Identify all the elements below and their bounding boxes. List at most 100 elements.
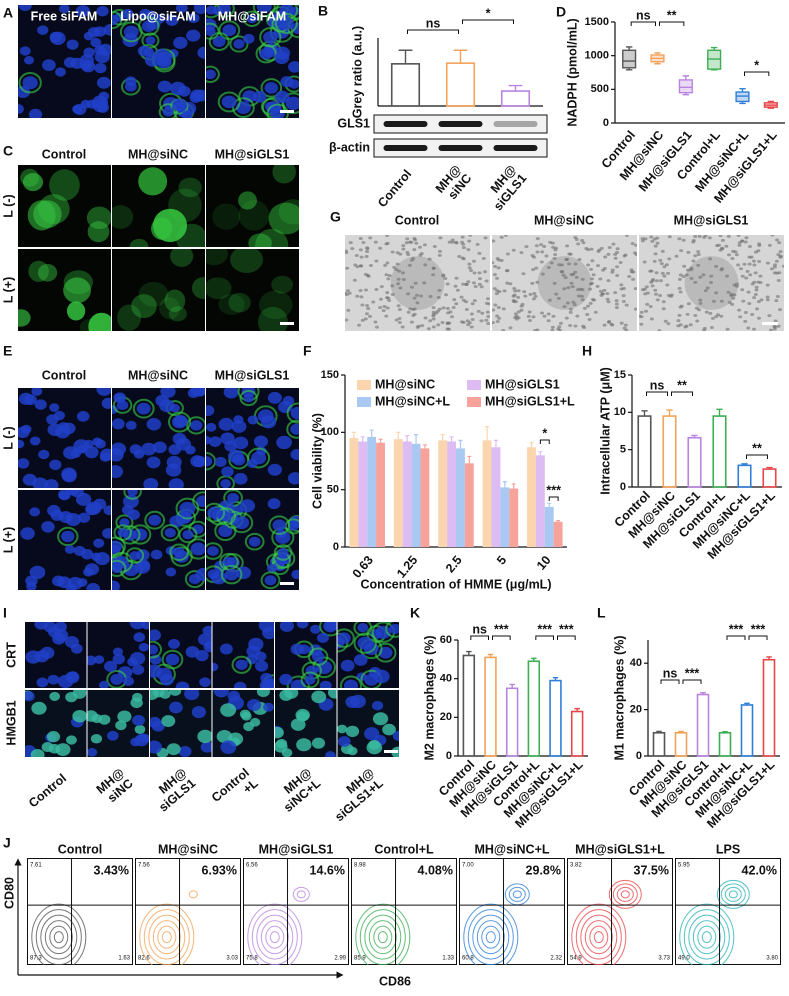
nucleus (122, 8, 134, 19)
contour (584, 920, 613, 955)
cell (593, 310, 598, 314)
cell (703, 235, 708, 238)
quadrant-value: 60.8 (462, 956, 474, 962)
nucleus (84, 446, 99, 459)
cell (741, 299, 746, 303)
nucleus (26, 581, 37, 590)
nucleus (77, 578, 88, 587)
y-tick-label: 40 (440, 673, 452, 685)
cell (524, 245, 529, 249)
contour (485, 931, 496, 944)
cell (464, 300, 469, 304)
cell (400, 325, 405, 329)
cell (772, 327, 777, 331)
membrane-stain (112, 559, 127, 577)
membrane-stain (231, 655, 252, 674)
cell (601, 268, 606, 272)
nucleus (98, 680, 110, 688)
nucleus (175, 5, 188, 13)
contour (373, 925, 393, 949)
cell (112, 205, 134, 229)
row-label: L (+) (1, 277, 15, 304)
cell (530, 281, 535, 285)
cell (743, 311, 748, 315)
cell (621, 299, 626, 303)
nucleus (263, 31, 278, 44)
cell (582, 306, 587, 310)
cell (516, 295, 521, 299)
nucleus (170, 81, 186, 96)
cell (653, 288, 658, 292)
nucleus (220, 479, 231, 488)
nucleus (112, 418, 125, 430)
quadrant-value: 2.32 (550, 956, 562, 962)
error-bar (466, 650, 472, 656)
y-tick-label: 5 (620, 444, 626, 456)
x-tick-label: 2.5 (443, 553, 465, 575)
cell (484, 318, 489, 322)
cell (573, 324, 578, 328)
cell (750, 313, 755, 317)
cell (569, 273, 574, 277)
cell (354, 254, 359, 258)
significance-bracket (539, 439, 550, 444)
nucleus (113, 392, 127, 403)
nucleus (216, 730, 233, 744)
cell (358, 237, 363, 241)
membrane-stain (158, 103, 178, 118)
cell (404, 241, 409, 245)
cell (624, 328, 629, 331)
cell (607, 246, 612, 250)
nucleus (287, 472, 299, 485)
nucleus (214, 456, 227, 467)
micrograph (25, 690, 87, 757)
cell (398, 252, 403, 256)
cell (453, 284, 458, 288)
column-label: MH@siNC+L (474, 842, 549, 856)
cell (640, 288, 645, 292)
significance-label: * (754, 58, 759, 72)
nucleus (193, 5, 205, 15)
nucleus (112, 540, 122, 553)
cell (577, 257, 582, 261)
nucleus (64, 545, 75, 554)
nucleus (133, 632, 146, 643)
nucleus (295, 708, 310, 722)
cell (688, 323, 693, 327)
cell (568, 310, 573, 314)
column-label: Control+L (209, 766, 261, 816)
cell (535, 280, 540, 284)
cell (737, 243, 742, 247)
membrane-stain (252, 5, 276, 18)
bar (358, 441, 368, 547)
cell (730, 257, 735, 261)
cell (358, 289, 363, 293)
cell (735, 282, 740, 286)
cell (378, 297, 383, 301)
cell (502, 289, 507, 293)
cell (667, 257, 672, 261)
bar (464, 463, 474, 547)
cell (739, 267, 744, 271)
cell (649, 317, 654, 321)
cell (528, 318, 533, 322)
micrograph-background (112, 249, 205, 331)
cell (357, 323, 362, 327)
nucleus (117, 666, 133, 679)
cell (406, 292, 411, 296)
significance-bracket (660, 679, 680, 684)
cell (363, 317, 368, 321)
cell (419, 252, 424, 256)
nucleus (247, 415, 259, 425)
nucleus (184, 690, 200, 701)
cell (476, 309, 481, 313)
nucleus (29, 436, 41, 446)
nucleus (290, 423, 299, 435)
cell (629, 270, 634, 274)
nucleus (220, 740, 237, 754)
cell (431, 273, 436, 277)
cell (639, 314, 642, 318)
cell (350, 247, 355, 251)
error-bar (508, 84, 523, 92)
cell (454, 302, 459, 306)
